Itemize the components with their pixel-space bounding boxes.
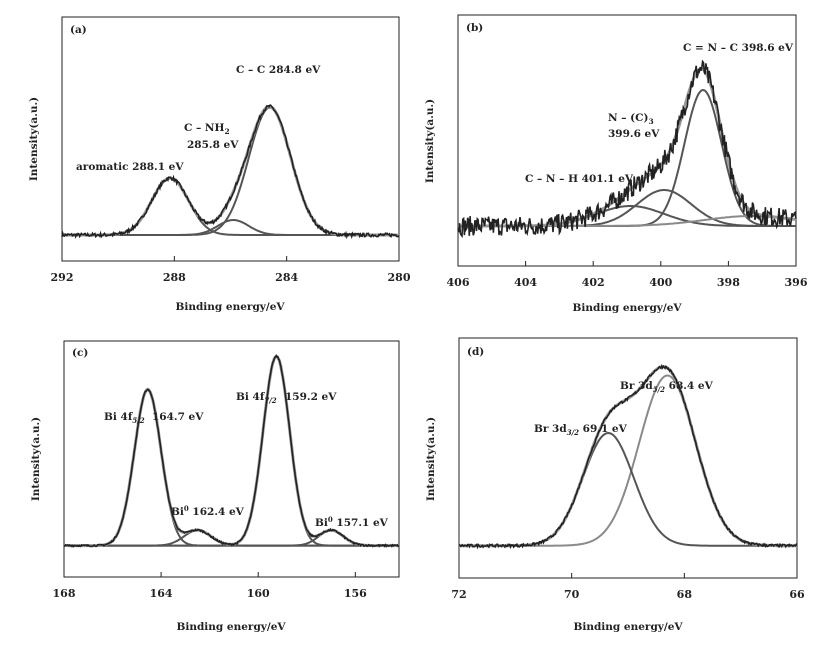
panel-a-frame — [61, 16, 400, 262]
panel-d-curves — [458, 363, 798, 550]
annotation-bi-4f52-energy: 164.7 eV — [152, 411, 204, 423]
annotation-aromatic: aromatic 288.1 eV — [76, 161, 184, 173]
fit-envelope-curve — [458, 67, 797, 228]
annotation-c-n-h: C – N – H 401.1 eV — [525, 173, 634, 185]
component-peak-curve — [459, 431, 797, 547]
panel-c-curves — [63, 353, 400, 548]
panel-d: (d) Intensity(a.u.) Binding energy/eV 72… — [425, 337, 805, 633]
annotation-c-n-c: C = N – C 398.6 eV — [683, 42, 794, 54]
panel-c-label: (c) — [72, 347, 88, 359]
panel-b-frame — [457, 14, 797, 267]
x-tick-label: 400 — [649, 276, 672, 289]
panel-b-ticks: 406 404 402 400 398 396 — [447, 261, 808, 289]
x-tick-label: 70 — [564, 588, 580, 601]
panel-a-ticks: 292 288 284 280 — [51, 256, 411, 284]
panel-b: (b) Intensity(a.u.) Binding energy/eV 40… — [424, 14, 808, 314]
x-tick-label: 72 — [451, 588, 466, 601]
x-tick-label: 402 — [582, 276, 605, 289]
annotation-c-c: C – C 284.8 eV — [236, 64, 321, 76]
panel-d-frame — [458, 337, 798, 579]
panel-a: (a) Intensity(a.u.) Binding energy/eV 29… — [28, 16, 411, 313]
panel-d-xlabel: Binding energy/eV — [573, 621, 683, 633]
annotation-bi0-157: Bi0 157.1 eV — [315, 515, 389, 529]
panel-d-ticks: 72 70 68 66 — [451, 573, 805, 601]
x-tick-label: 284 — [275, 271, 298, 284]
annotation-c-nh2: C – NH2 — [184, 122, 230, 136]
annotation-bi-4f72-energy: 159.2 eV — [285, 391, 337, 403]
panel-a-xlabel: Binding energy/eV — [175, 301, 285, 313]
panel-b-xlabel: Binding energy/eV — [572, 302, 682, 314]
panel-a-label: (a) — [70, 24, 87, 36]
component-peak-curve — [62, 177, 399, 236]
panel-c-ylabel: Intensity(a.u.) — [30, 417, 42, 501]
annotation-br-3d32: Br 3d3/2 69.1 eV — [534, 423, 628, 437]
x-tick-label: 168 — [53, 587, 76, 600]
panel-a-ylabel: Intensity(a.u.) — [28, 97, 40, 181]
x-tick-label: 156 — [344, 587, 367, 600]
annotation-bi0-162: Bi0 162.4 eV — [171, 504, 245, 518]
x-tick-label: 396 — [785, 276, 808, 289]
x-tick-label: 68 — [677, 588, 693, 601]
x-tick-label: 398 — [717, 276, 740, 289]
annotation-bi-4f52: Bi 4f5/2 — [104, 411, 145, 425]
annotation-c-nh2-energy: 285.8 eV — [187, 139, 239, 151]
x-tick-label: 280 — [388, 271, 411, 284]
x-tick-label: 292 — [51, 271, 74, 284]
panel-b-ylabel: Intensity(a.u.) — [424, 99, 436, 183]
component-peak-curve — [62, 219, 399, 236]
panel-b-label: (b) — [466, 22, 483, 34]
raw-data-curve — [61, 104, 400, 240]
x-tick-label: 66 — [789, 588, 805, 601]
annotation-br-3d52: Br 3d5/2 68.4 eV — [620, 380, 714, 394]
panel-d-ylabel: Intensity(a.u.) — [425, 417, 437, 501]
x-tick-label: 404 — [514, 276, 537, 289]
x-tick-label: 406 — [447, 276, 470, 289]
x-tick-label: 160 — [247, 587, 270, 600]
annotation-n-c3-energy: 399.6 eV — [608, 128, 660, 140]
panel-a-curves — [61, 104, 400, 240]
annotation-n-c3: N – (C)3 — [608, 112, 654, 126]
fit-envelope-curve — [459, 365, 797, 548]
annotation-bi-4f72: Bi 4f7/2 — [236, 391, 277, 405]
panel-c-xlabel: Binding energy/eV — [176, 621, 286, 633]
panel-c-frame — [63, 340, 400, 578]
panel-b-curves — [457, 59, 797, 239]
panel-c-ticks: 168 164 160 156 — [53, 572, 367, 600]
x-tick-label: 288 — [163, 271, 186, 284]
panel-c: (c) Intensity(a.u.) Binding energy/eV 16… — [30, 340, 400, 633]
x-tick-label: 164 — [150, 587, 173, 600]
panel-d-label: (d) — [467, 346, 484, 358]
raw-data-curve — [63, 353, 400, 548]
raw-data-curve — [457, 59, 797, 239]
raw-data-curve — [458, 363, 798, 550]
